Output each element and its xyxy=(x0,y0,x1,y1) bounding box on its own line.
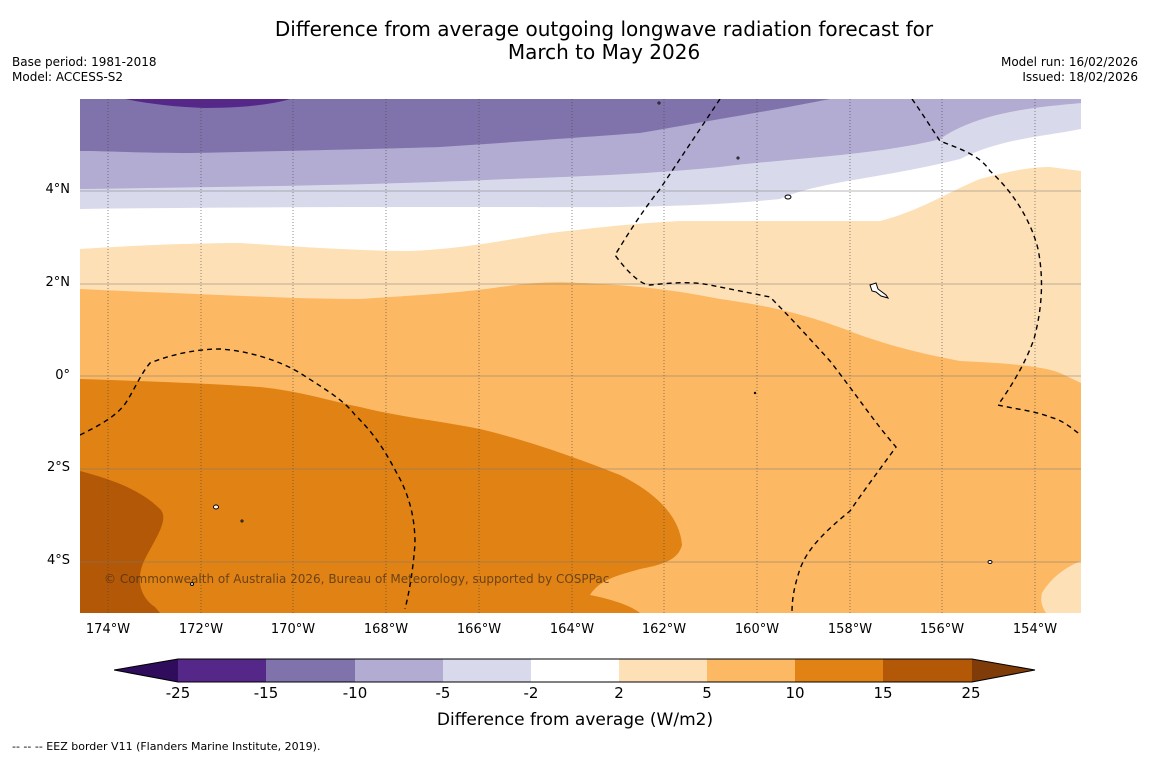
band-2-5-southeast xyxy=(1041,561,1081,613)
base-period: Base period: 1981-2018 xyxy=(12,55,157,69)
colorbar-swatch-5-2 xyxy=(443,659,531,682)
lat-label-4s: 4°S xyxy=(46,553,70,568)
model-run-date: Model run: 16/02/2026 xyxy=(1000,55,1138,69)
island-6 xyxy=(736,156,740,160)
olr-anomaly-map xyxy=(80,99,1081,613)
island-5 xyxy=(657,101,661,105)
colorbar-label: Difference from average (W/m2) xyxy=(436,710,714,730)
meta-left: Base period: 1981-2018 Model: ACCESS-S2 xyxy=(12,55,157,85)
eez-border-central xyxy=(614,99,897,613)
colorbar-swatch-25-15 xyxy=(178,659,266,682)
colorbar-tick: -5 xyxy=(435,684,451,702)
eez-legend: -- -- -- EEZ border V11 (Flanders Marine… xyxy=(12,740,321,753)
colorbar-swatch-2-5 xyxy=(619,659,707,682)
colorbar xyxy=(114,658,1036,683)
colorbar-swatch-below-25 xyxy=(114,659,178,682)
eez-border-east xyxy=(911,99,1081,436)
colorbar-tick: 2 xyxy=(614,684,624,702)
title-line-2: March to May 2026 xyxy=(507,40,701,64)
island-1 xyxy=(784,194,792,200)
copyright-notice: © Commonwealth of Australia 2026, Bureau… xyxy=(104,572,610,586)
band-10-15 xyxy=(80,379,682,613)
colorbar-tick: 15 xyxy=(873,684,893,702)
colorbar-tick: -2 xyxy=(523,684,539,702)
colorbar-tick: -10 xyxy=(342,684,368,702)
lat-label-2n: 2°N xyxy=(45,275,71,290)
model-name: Model: ACCESS-S2 xyxy=(12,70,124,84)
title-line-1: Difference from average outgoing longwav… xyxy=(274,17,934,41)
island-3 xyxy=(213,504,219,510)
colorbar-tick: -15 xyxy=(253,684,279,702)
island-4 xyxy=(987,560,993,564)
island-9 xyxy=(190,582,194,586)
colorbar-outline xyxy=(114,658,1036,683)
lon-label-168w: 168°W xyxy=(363,622,409,637)
lat-label-equator: 0° xyxy=(55,368,70,383)
island-2 xyxy=(869,282,890,299)
chart-title: Difference from average outgoing longwav… xyxy=(0,18,1150,64)
lon-label-174w: 174°W xyxy=(85,622,131,637)
colorbar-tick: 25 xyxy=(961,684,981,702)
colorbar-tick: 5 xyxy=(702,684,712,702)
map-svg xyxy=(80,99,1081,613)
island-8 xyxy=(753,391,757,395)
colorbar-swatch-15-25 xyxy=(883,659,972,682)
lon-label-154w: 154°W xyxy=(1012,622,1058,637)
colorbar-tick: 10 xyxy=(785,684,805,702)
lon-label-164w: 164°W xyxy=(549,622,595,637)
eez-borders xyxy=(80,99,1081,613)
lat-label-4n: 4°N xyxy=(45,182,71,197)
colorbar-swatch-10-5 xyxy=(355,659,443,682)
lon-label-162w: 162°W xyxy=(641,622,687,637)
parallel-lines xyxy=(80,190,1081,563)
colorbar-swatch-10-15 xyxy=(795,659,883,682)
colorbar-swatch-2-2 xyxy=(531,659,619,682)
island-7 xyxy=(240,519,244,523)
issued-date: Issued: 18/02/2026 xyxy=(1022,70,1138,84)
islands xyxy=(190,101,993,586)
meta-right: Model run: 16/02/2026 Issued: 18/02/2026 xyxy=(1001,55,1138,85)
lon-label-170w: 170°W xyxy=(270,622,316,637)
lon-label-160w: 160°W xyxy=(734,622,780,637)
lat-label-2s: 2°S xyxy=(46,460,70,475)
band-15-25 xyxy=(80,471,164,613)
lon-label-156w: 156°W xyxy=(919,622,965,637)
colorbar-swatch-5-10 xyxy=(707,659,795,682)
band-minus-10-15 xyxy=(80,99,830,153)
colorbar-swatch-15-10 xyxy=(266,659,355,682)
eez-border-west xyxy=(80,348,416,610)
lon-label-166w: 166°W xyxy=(456,622,502,637)
colorbar-swatch-above-25 xyxy=(972,659,1035,682)
band-minus-15-25 xyxy=(125,99,290,108)
lon-label-158w: 158°W xyxy=(827,622,873,637)
lon-label-172w: 172°W xyxy=(178,622,224,637)
colorbar-tick: -25 xyxy=(165,684,191,702)
